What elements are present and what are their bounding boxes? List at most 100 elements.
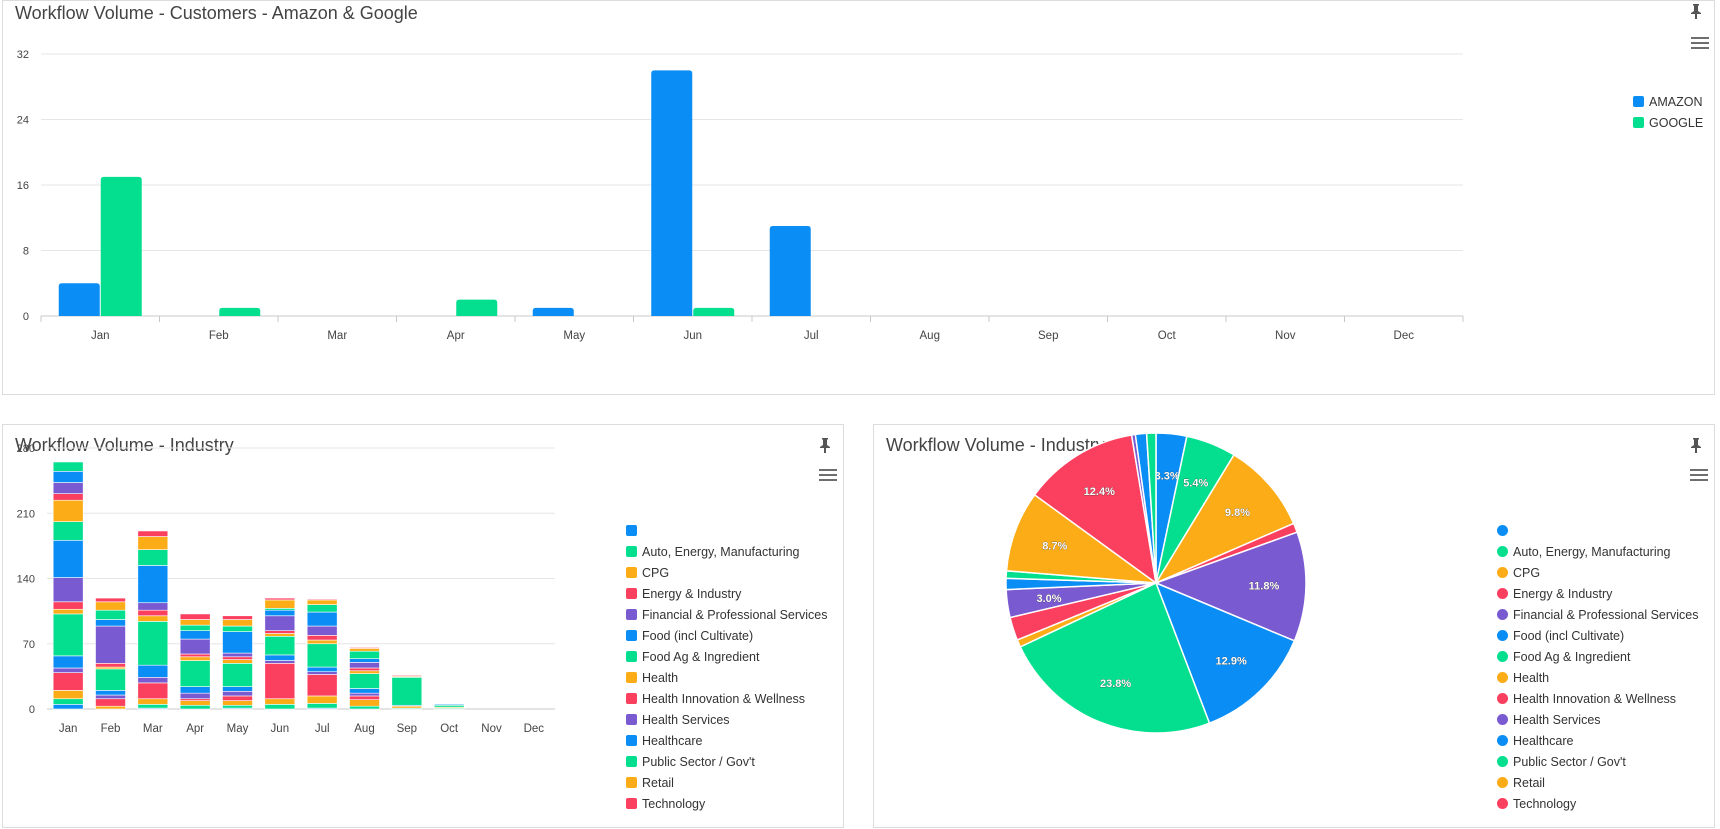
pie-data-label: 12.9% [1216, 656, 1247, 668]
legend-item[interactable]: Healthcare [1497, 730, 1699, 751]
legend-swatch [626, 588, 637, 599]
industry-stacked-legend: Auto, Energy, Manufacturing CPG Energy & I… [626, 520, 828, 814]
legend-label: Financial & Professional Services [642, 607, 828, 622]
stack-segment [95, 609, 126, 620]
y-tick-label: 0 [23, 311, 29, 323]
legend-item[interactable]: Health [1497, 667, 1699, 688]
stack-segment [52, 672, 84, 691]
pin-icon[interactable] [818, 437, 832, 453]
stack-segment [264, 633, 296, 637]
stack-segment [52, 655, 84, 669]
legend-item[interactable]: Auto, Energy, Manufacturing [1497, 541, 1699, 562]
legend-item[interactable]: Health Innovation & Wellness [626, 688, 828, 709]
stack-segment [52, 704, 84, 710]
industry-pie-legend: Auto, Energy, Manufacturing CPG Energy & I… [1497, 520, 1699, 814]
legend-item[interactable] [1497, 520, 1699, 541]
legend-item[interactable]: Health Innovation & Wellness [1497, 688, 1699, 709]
legend-swatch [1497, 588, 1508, 599]
stack-segment [179, 638, 211, 655]
legend-label: Technology [642, 796, 706, 811]
stack-segment [95, 690, 126, 696]
industry-pie-chart: 3.3%5.4% 9.8% 11.8% 12.9% 23.8% 3.0% 8.7% 12.4% [1005, 432, 1307, 734]
stack-segment [306, 703, 338, 709]
stack-segment [137, 602, 169, 611]
stack-segment [52, 493, 84, 501]
x-tick-label: Apr [186, 723, 204, 735]
legend-item[interactable]: Food Ag & Ingredient [1497, 646, 1699, 667]
pie-data-label: 11.8% [1249, 581, 1280, 593]
x-tick-label: Oct [440, 723, 459, 735]
stack-segment [222, 619, 253, 627]
legend-item[interactable]: Auto, Energy, Manufacturing [626, 541, 828, 562]
bar-amazon [651, 70, 693, 316]
x-tick-label: Aug [920, 330, 940, 342]
pin-icon[interactable] [1689, 437, 1703, 453]
legend-label: Energy & Industry [1513, 586, 1613, 601]
x-tick-label: Nov [1275, 330, 1296, 342]
legend-item[interactable]: Energy & Industry [1497, 583, 1699, 604]
legend-label: Financial & Professional Services [1513, 607, 1699, 622]
legend-swatch [626, 735, 637, 746]
stack-segment [306, 666, 338, 673]
y-tick-label: 140 [17, 574, 35, 586]
legend-label: GOOGLE [1649, 115, 1704, 130]
x-tick-label: May [227, 723, 249, 735]
legend-item[interactable] [626, 520, 828, 541]
stack-segment [179, 686, 211, 694]
x-tick-label: Jun [683, 330, 702, 342]
stack-segment [349, 658, 380, 663]
legend-label: Energy & Industry [642, 586, 742, 601]
stack-segment [222, 652, 253, 658]
stack-segment [95, 601, 126, 611]
legend-item[interactable]: Healthcare [626, 730, 828, 751]
legend-item[interactable]: Technology [626, 793, 828, 814]
stack-segment [52, 698, 84, 705]
legend-item[interactable]: Health [626, 667, 828, 688]
y-tick-label: 280 [17, 443, 35, 455]
legend-swatch [1497, 714, 1508, 725]
y-tick-label: 0 [29, 704, 35, 716]
stack-segment [52, 539, 84, 578]
legend-item[interactable]: Retail [1497, 772, 1699, 793]
legend-item[interactable]: CPG [626, 562, 828, 583]
legend-item[interactable]: Food (incl Cultivate) [626, 625, 828, 646]
legend-item[interactable]: Energy & Industry [626, 583, 828, 604]
legend-swatch [626, 777, 637, 788]
chart-panel-industry-stacked: Workflow Volume - Industry 0 70 140 210 280 J… [2, 424, 844, 828]
legend-item[interactable]: Technology [1497, 793, 1699, 814]
legend-item[interactable]: Food Ag & Ingredient [626, 646, 828, 667]
legend-swatch [626, 798, 637, 809]
y-tick-label: 210 [17, 508, 35, 520]
stack-segment [306, 625, 338, 636]
legend-item[interactable]: GOOGLE [1633, 112, 1703, 133]
stack-segment [95, 663, 126, 668]
stack-segment [179, 619, 211, 626]
bar-amazon [532, 307, 574, 316]
stack-segment [222, 704, 253, 709]
legend-item[interactable]: Financial & Professional Services [1497, 604, 1699, 625]
legend-label: Public Sector / Gov't [1513, 754, 1626, 769]
legend-item[interactable]: Health Services [1497, 709, 1699, 730]
legend-swatch [1633, 96, 1644, 107]
legend-label: Auto, Energy, Manufacturing [642, 544, 800, 559]
pin-icon[interactable] [1689, 3, 1703, 19]
stack-segment [52, 521, 84, 541]
hamburger-menu-icon[interactable] [819, 469, 837, 483]
y-tick-label: 24 [17, 115, 29, 127]
hamburger-menu-icon[interactable] [1691, 37, 1709, 51]
stack-segment [137, 698, 169, 705]
legend-item[interactable]: Retail [626, 772, 828, 793]
x-tick-label: Jul [804, 330, 819, 342]
legend-item[interactable]: Public Sector / Gov't [1497, 751, 1699, 772]
hamburger-menu-icon[interactable] [1690, 469, 1708, 483]
legend-item[interactable]: Food (incl Cultivate) [1497, 625, 1699, 646]
legend-item[interactable]: Health Services [626, 709, 828, 730]
legend-item[interactable]: AMAZON [1633, 91, 1703, 112]
legend-label: Health [1513, 670, 1550, 685]
bar-google [693, 307, 735, 316]
stack-segment [264, 609, 296, 617]
x-tick-label: Nov [481, 723, 502, 735]
legend-item[interactable]: CPG [1497, 562, 1699, 583]
legend-item[interactable]: Public Sector / Gov't [626, 751, 828, 772]
legend-item[interactable]: Financial & Professional Services [626, 604, 828, 625]
